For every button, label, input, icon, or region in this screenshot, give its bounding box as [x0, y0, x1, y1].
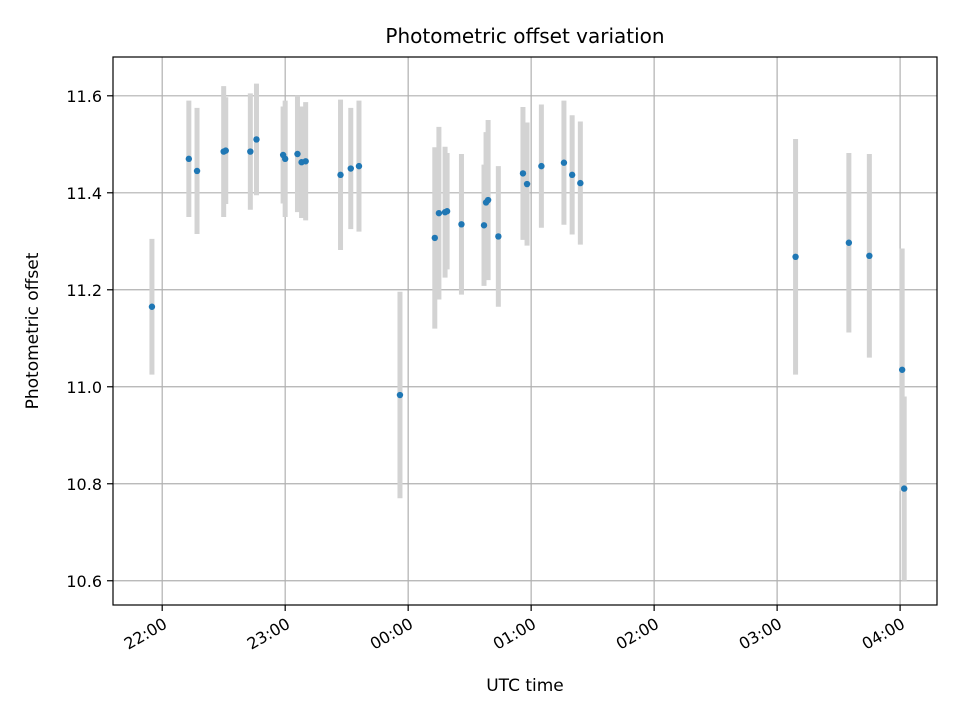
x-tick-label: 03:00: [736, 614, 785, 654]
data-point: [443, 208, 451, 215]
data-point: [253, 136, 260, 143]
y-tick-label: 11.2: [66, 281, 102, 300]
data-point: [355, 162, 363, 170]
y-axis: 10.6 10.8 11.0 11.2 11.4 11.6: [66, 87, 113, 591]
data-point: [185, 155, 193, 163]
x-axis: 22:00 23:00 00:00 01:00 02:00 03:00 04:00: [121, 605, 908, 654]
data-point: [577, 179, 584, 187]
x-tick-label: 22:00: [121, 614, 170, 654]
data-point: [396, 391, 404, 399]
data-point: [480, 222, 488, 229]
y-tick-label: 10.6: [66, 572, 102, 591]
data-point: [193, 167, 201, 175]
data-point: [898, 366, 906, 373]
data-point: [302, 158, 309, 165]
data-point: [495, 233, 502, 240]
data-point: [901, 485, 908, 492]
plot-frame: [112, 56, 938, 606]
data-point: [484, 196, 492, 204]
data-point: [294, 150, 301, 158]
x-tick-label: 02:00: [613, 614, 662, 654]
data-point: [568, 171, 576, 179]
data-point: [431, 234, 439, 242]
x-axis-title: UTC time: [486, 676, 564, 696]
data-point: [148, 303, 156, 310]
data-point: [222, 147, 229, 154]
error-bars: [149, 83, 907, 581]
data-point: [247, 148, 254, 155]
x-tick-label: 01:00: [490, 614, 539, 654]
data-point: [538, 162, 545, 170]
data-point: [281, 155, 289, 163]
data-points: [148, 136, 908, 492]
data-point: [523, 180, 531, 188]
data-point: [458, 221, 465, 228]
x-tick-label: 23:00: [244, 614, 293, 654]
y-tick-label: 11.6: [66, 87, 102, 106]
data-point: [435, 209, 443, 217]
x-tick-label: 04:00: [859, 614, 908, 654]
chart-title: Photometric offset variation: [385, 24, 664, 48]
data-point: [560, 159, 568, 166]
y-axis-title: Photometric offset: [23, 252, 43, 409]
x-tick-label: 00:00: [367, 614, 416, 654]
data-point: [792, 253, 799, 261]
y-tick-label: 11.0: [66, 378, 102, 397]
data-point: [347, 165, 354, 172]
data-point: [337, 171, 344, 179]
data-point: [845, 239, 853, 246]
data-point: [866, 252, 873, 260]
y-tick-label: 10.8: [66, 475, 102, 494]
y-tick-label: 11.4: [66, 184, 102, 203]
data-point: [519, 170, 527, 177]
